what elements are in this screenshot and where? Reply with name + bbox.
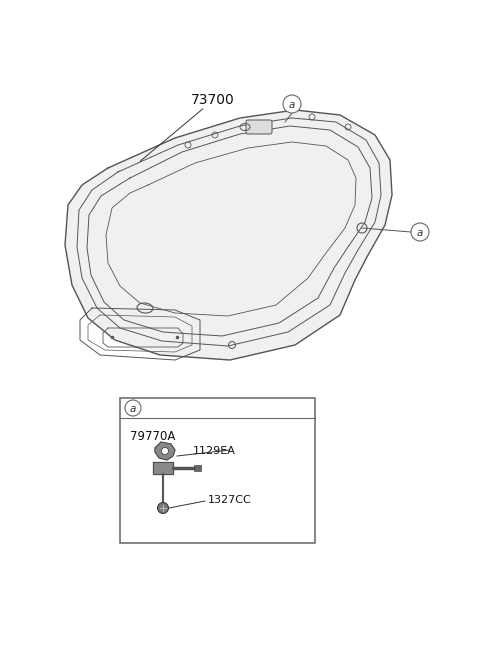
Text: a: a [130,403,136,413]
Text: a: a [289,100,295,109]
Circle shape [283,95,301,113]
FancyBboxPatch shape [120,398,315,543]
Text: a: a [417,227,423,238]
Polygon shape [65,110,392,360]
Circle shape [157,502,168,514]
FancyBboxPatch shape [194,464,201,472]
Text: 1327CC: 1327CC [208,495,252,505]
Circle shape [161,447,168,455]
Circle shape [125,400,141,416]
Text: 1129EA: 1129EA [193,446,236,456]
Text: 79770A: 79770A [130,430,175,443]
Polygon shape [155,442,175,460]
FancyBboxPatch shape [246,120,272,134]
Text: 73700: 73700 [191,93,235,107]
Circle shape [411,223,429,241]
Polygon shape [153,462,173,474]
